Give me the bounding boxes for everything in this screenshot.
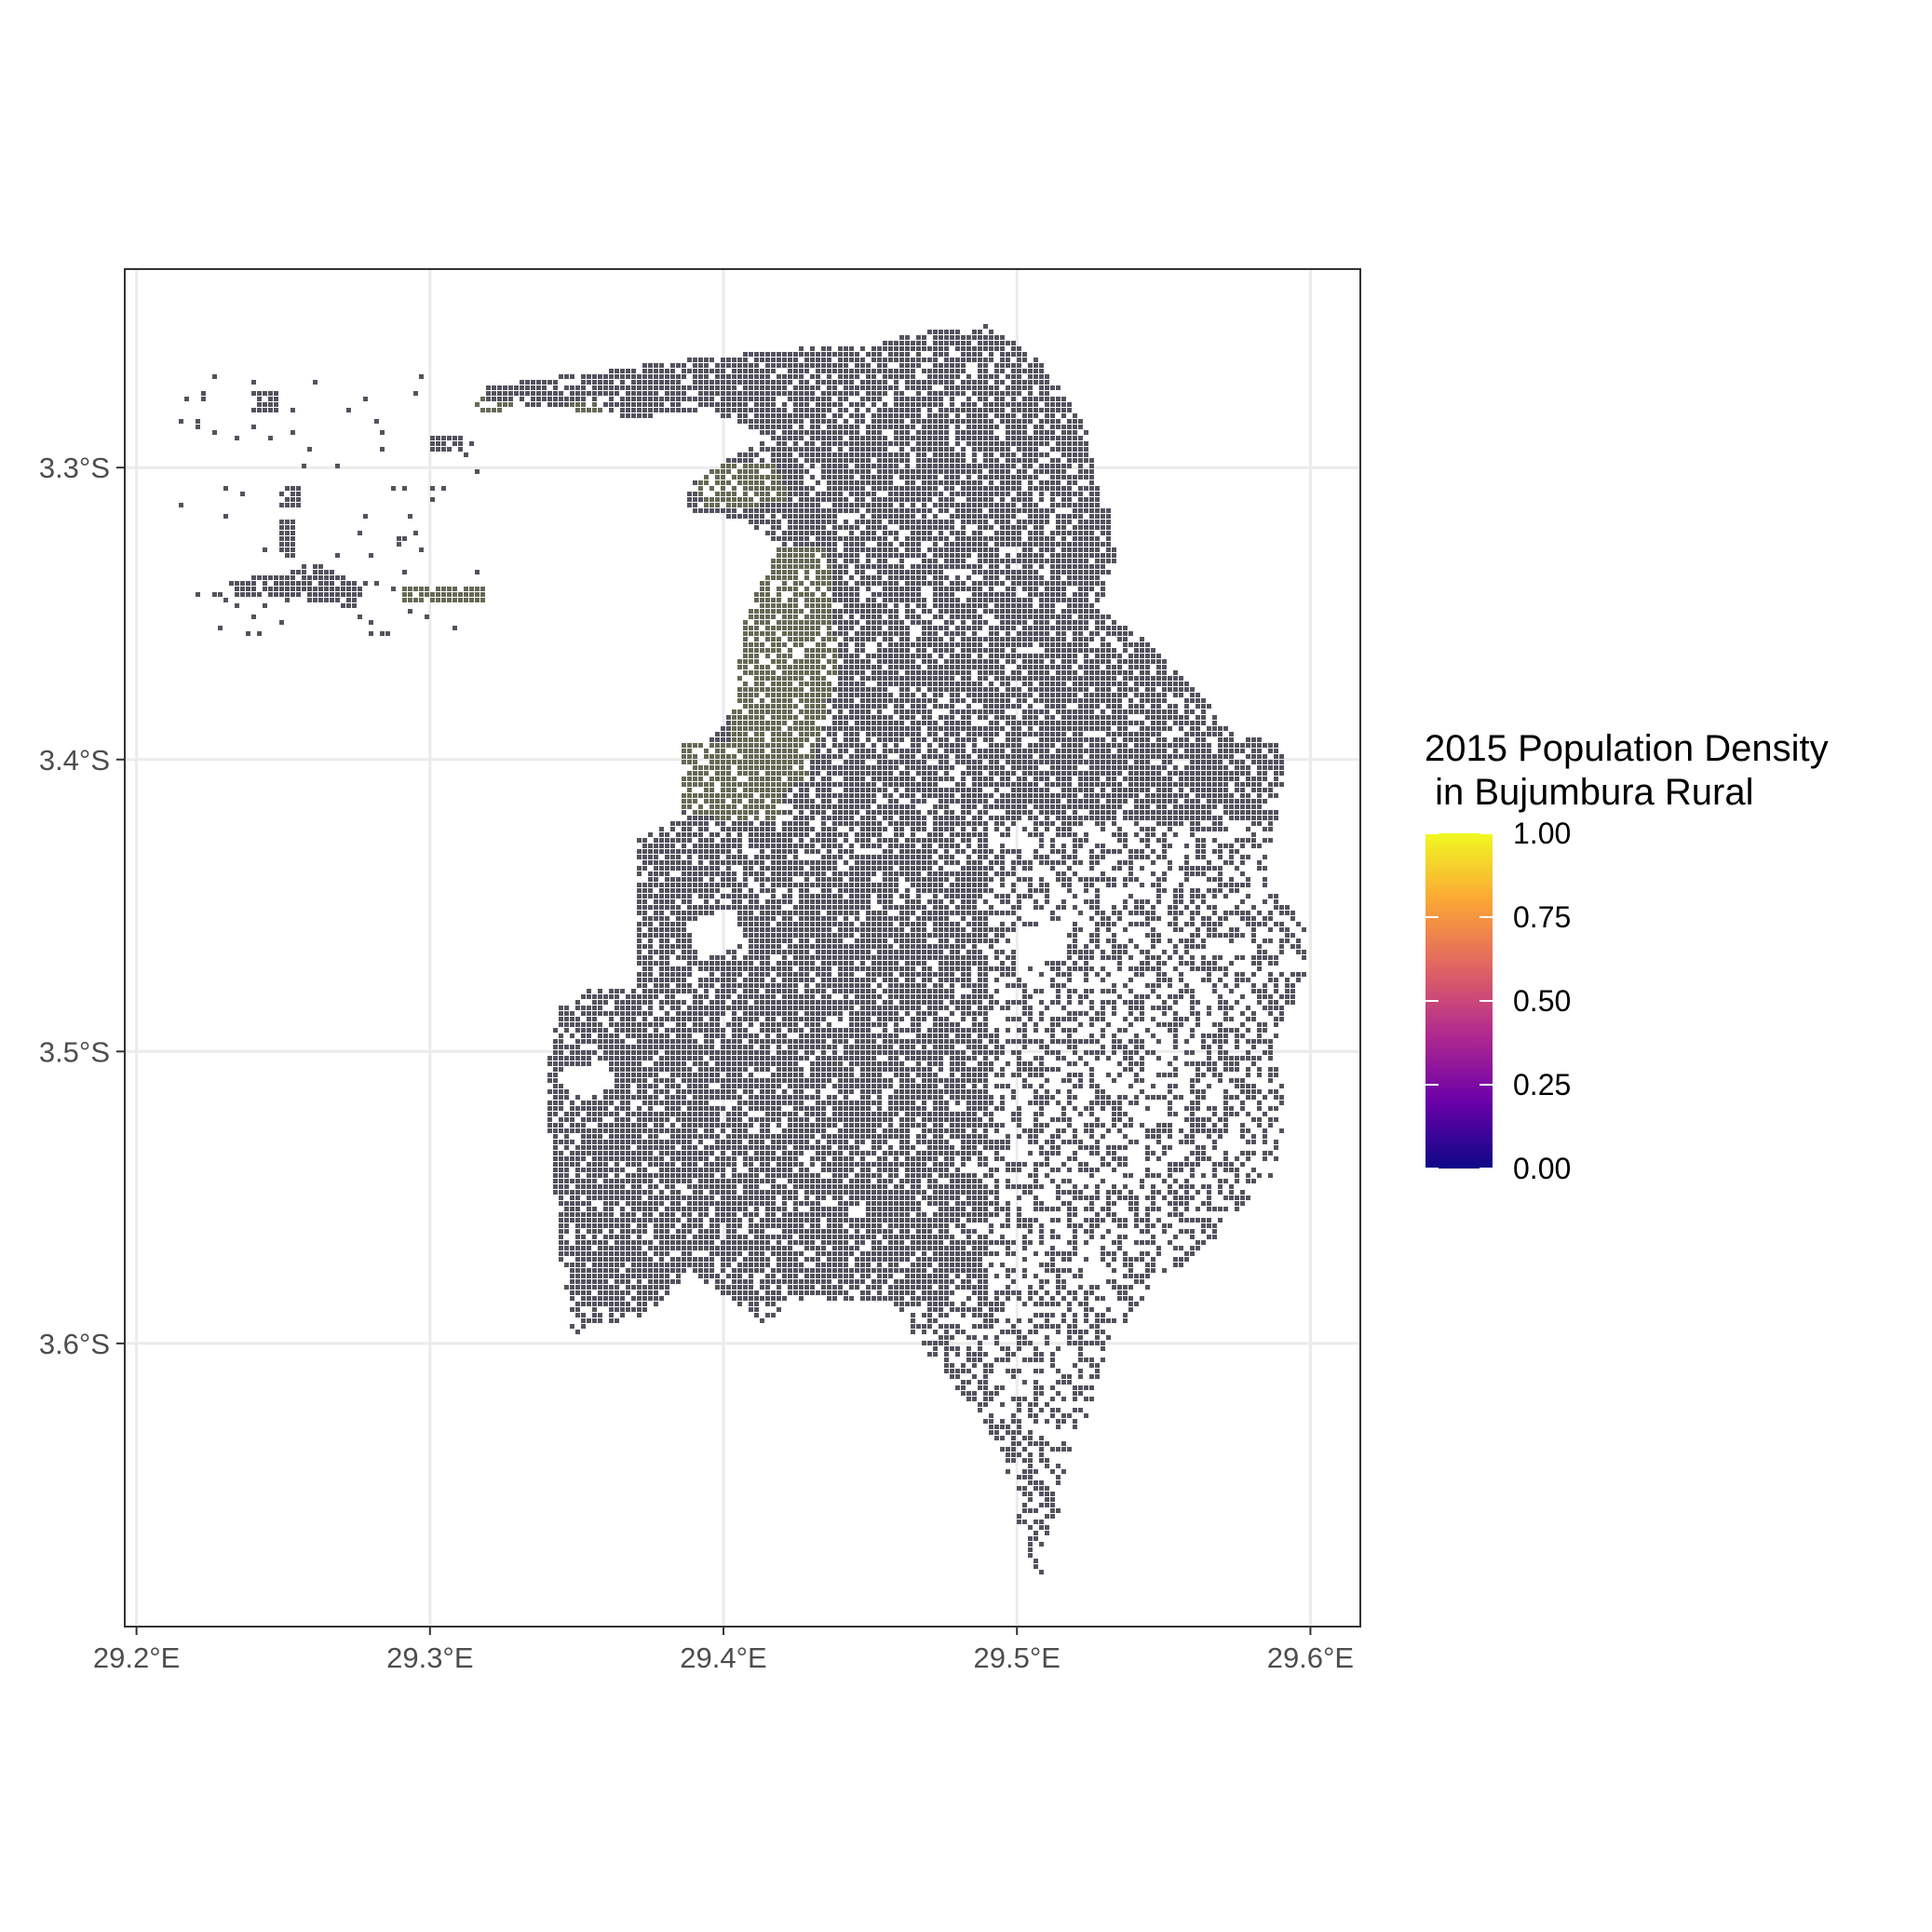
y-axis: 3.3°S 3.4°S 3.5°S 3.6°S (39, 452, 125, 1360)
x-tick-label-1: 29.3°E (386, 1642, 473, 1674)
x-tick-label-2: 29.4°E (680, 1642, 766, 1674)
legend-label-2: 0.50 (1513, 984, 1571, 1018)
x-axis: 29.2°E 29.3°E 29.4°E 29.5°E 29.6°E (93, 1627, 1354, 1674)
legend: 2015 Population Density in Bujumbura Rur… (1425, 728, 1829, 1185)
x-tick-label-4: 29.6°E (1267, 1642, 1354, 1674)
population-raster (179, 324, 1306, 1574)
legend-label-4: 0.00 (1513, 1152, 1571, 1185)
legend-label-1: 0.75 (1513, 900, 1571, 934)
raster-cells-greenish (402, 397, 837, 820)
legend-label-3: 0.25 (1513, 1068, 1571, 1101)
y-tick-label-2: 3.5°S (39, 1035, 110, 1068)
plot-panel-border (124, 268, 1361, 1628)
x-tick-label-3: 29.5°E (974, 1642, 1061, 1674)
y-tick-label-0: 3.3°S (39, 452, 110, 484)
legend-breaks: 1.00 0.75 0.50 0.25 0.00 (1425, 817, 1571, 1185)
y-tick-label-3: 3.6°S (39, 1328, 110, 1360)
legend-title-line-1: 2015 Population Density (1425, 728, 1829, 769)
x-tick-label-0: 29.2°E (93, 1642, 180, 1674)
y-tick-label-1: 3.4°S (39, 744, 110, 777)
legend-label-0: 1.00 (1513, 817, 1571, 850)
legend-title-line-2: in Bujumbura Rural (1425, 772, 1754, 813)
